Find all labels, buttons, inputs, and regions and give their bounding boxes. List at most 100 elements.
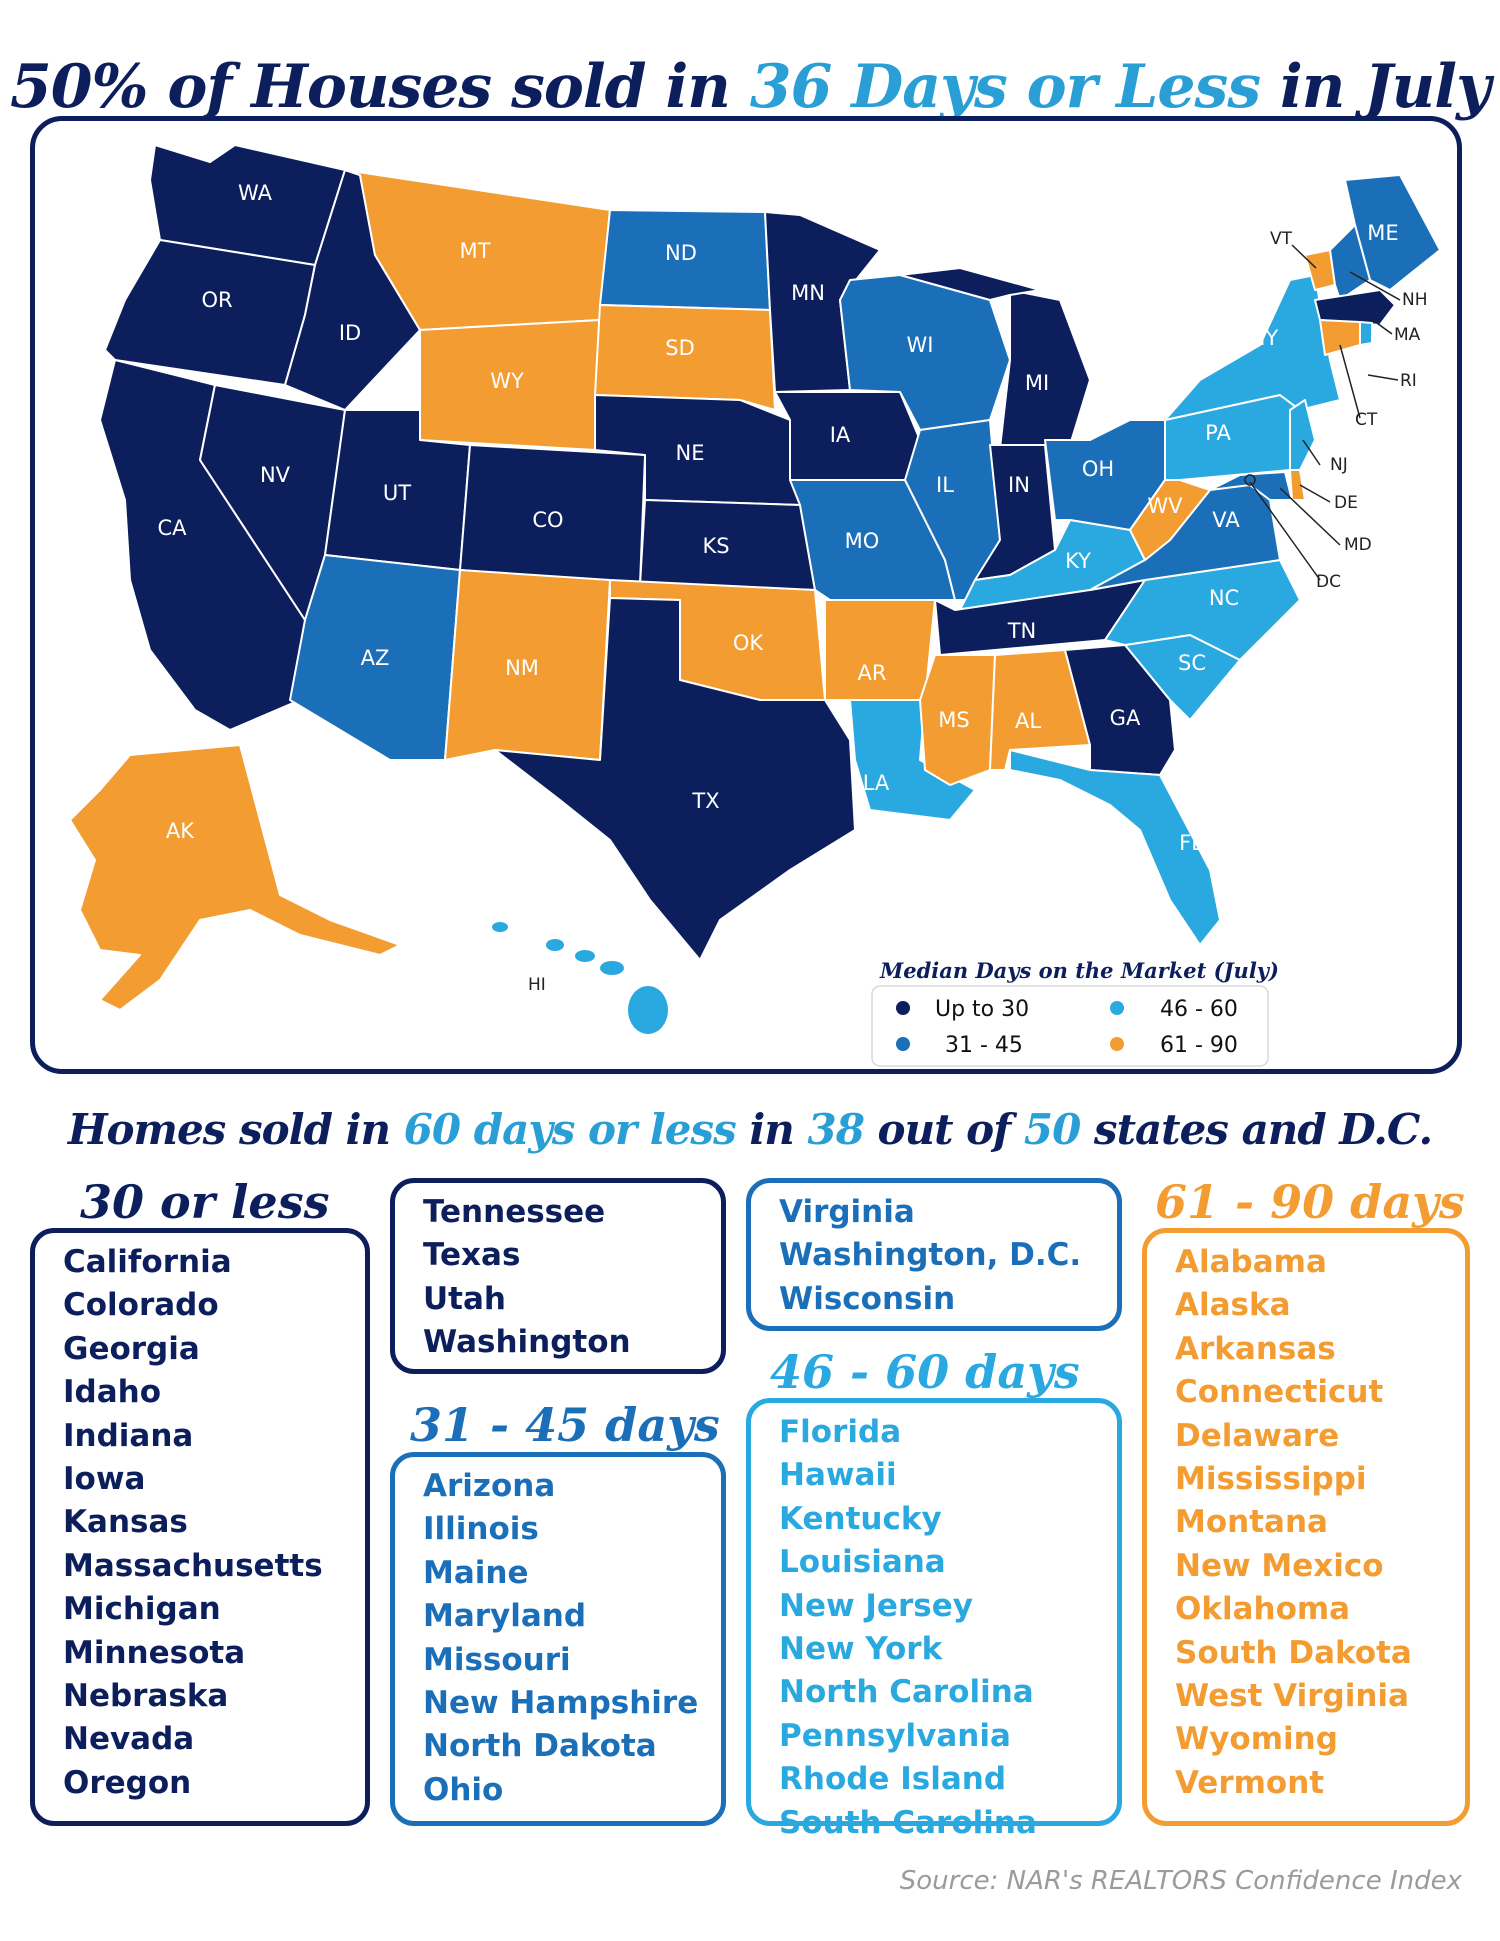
state-SD bbox=[594, 304, 776, 411]
legend-title: Median Days on the Market (July) bbox=[879, 958, 1279, 983]
category-title-61-90: 61 - 90 days bbox=[1155, 1175, 1465, 1229]
state-list-item: Louisiana bbox=[779, 1544, 946, 1581]
state-list-item: Oklahoma bbox=[1175, 1591, 1351, 1628]
state-list-item: West Virginia bbox=[1175, 1678, 1409, 1715]
label-VA: VA bbox=[1212, 508, 1240, 532]
label-WY: WY bbox=[490, 369, 524, 393]
legend-label-46-60: 46 - 60 bbox=[1160, 997, 1238, 1022]
state-list-item: South Carolina bbox=[779, 1804, 1037, 1841]
subtitle-highlight: 38 bbox=[807, 1105, 864, 1154]
subtitle-part: out of bbox=[863, 1105, 1024, 1154]
state-FL bbox=[1009, 749, 1221, 946]
state-list-item: Alabama bbox=[1175, 1244, 1327, 1280]
legend-swatch-61-90 bbox=[1110, 1037, 1124, 1051]
state-list-item: New Hampshire bbox=[423, 1685, 699, 1722]
legend-swatch-up-to-30 bbox=[896, 1001, 910, 1015]
state-MI-upper bbox=[899, 267, 1041, 301]
label-DC: DC bbox=[1316, 572, 1341, 592]
label-IA: IA bbox=[830, 423, 851, 447]
state-list-item: Florida bbox=[779, 1414, 902, 1450]
state-list-item: California bbox=[63, 1244, 232, 1280]
label-MO: MO bbox=[845, 529, 880, 553]
label-CT: CT bbox=[1355, 410, 1378, 430]
label-AL: AL bbox=[1015, 709, 1041, 733]
label-NE: NE bbox=[676, 441, 705, 465]
label-SC: SC bbox=[1178, 651, 1206, 675]
subtitle-highlight: 50 bbox=[1023, 1105, 1081, 1154]
title-part-3: in July bbox=[1260, 52, 1491, 122]
state-MI bbox=[999, 289, 1091, 449]
map-frame bbox=[30, 116, 1462, 1074]
legend-box bbox=[871, 985, 1269, 1067]
state-list-item: Pennsylvania bbox=[779, 1717, 1011, 1754]
label-FL: FL bbox=[1179, 831, 1203, 855]
legend-swatch-31-45 bbox=[896, 1037, 910, 1051]
state-list-item: Colorado bbox=[63, 1287, 219, 1324]
label-IN: IN bbox=[1008, 473, 1030, 497]
subtitle-highlight: 60 days or less bbox=[403, 1105, 737, 1154]
state-list-item: Idaho bbox=[63, 1374, 162, 1411]
state-list-item: Maryland bbox=[423, 1598, 587, 1635]
label-AK: AK bbox=[166, 819, 195, 843]
label-NC: NC bbox=[1209, 586, 1239, 610]
state-list-item: Delaware bbox=[1175, 1417, 1340, 1454]
label-WI: WI bbox=[907, 333, 934, 357]
state-list-item: Michigan bbox=[63, 1591, 221, 1628]
state-list-item: Georgia bbox=[63, 1330, 200, 1367]
state-list-item: Massachusetts bbox=[63, 1547, 323, 1584]
label-RI: RI bbox=[1400, 371, 1417, 391]
label-AZ: AZ bbox=[361, 646, 390, 670]
label-MN: MN bbox=[791, 281, 825, 305]
state-RI bbox=[1359, 321, 1373, 346]
state-list-item: North Dakota bbox=[423, 1728, 657, 1765]
state-list-item: Missouri bbox=[423, 1641, 571, 1678]
map-legend: Median Days on the Market (July) Up to 3… bbox=[871, 958, 1279, 1067]
label-VT: VT bbox=[1270, 229, 1293, 249]
label-AR: AR bbox=[858, 661, 887, 685]
list-box-46-60: Florida Hawaii Kentucky Louisiana New Jersey… bbox=[746, 1398, 1122, 1841]
state-list-item: Vermont bbox=[1175, 1764, 1325, 1801]
legend-label-61-90: 61 - 90 bbox=[1160, 1033, 1238, 1058]
title-highlight: 36 Days or Less bbox=[749, 52, 1261, 122]
label-WV: WV bbox=[1147, 494, 1183, 518]
list-box-30-or-less-continued: Tennessee Texas Utah Washington bbox=[390, 1178, 726, 1374]
subtitle: Homes sold in 60 days or less in 38 out … bbox=[0, 1105, 1500, 1154]
label-TN: TN bbox=[1007, 619, 1037, 643]
state-list-item: Arizona bbox=[423, 1468, 556, 1504]
label-MD: MD bbox=[1344, 535, 1372, 555]
legend-label-up-to-30: Up to 30 bbox=[935, 997, 1029, 1022]
label-NH: NH bbox=[1402, 290, 1428, 310]
legend-swatch-46-60 bbox=[1110, 1001, 1124, 1015]
list-box-30-or-less: California Colorado Georgia Idaho Indiana Iow… bbox=[30, 1228, 370, 1826]
state-list-item: Utah bbox=[423, 1280, 506, 1317]
state-list-item: Texas bbox=[423, 1237, 521, 1274]
us-map: WA OR CA ID NV MT WY UT AZ CO NM ND SD N… bbox=[69, 144, 1441, 1067]
category-title-30-or-less: 30 or less bbox=[80, 1175, 330, 1229]
label-OK: OK bbox=[733, 631, 765, 655]
state-list-item: Indiana bbox=[63, 1417, 194, 1454]
label-CO: CO bbox=[532, 508, 563, 532]
label-NY: NY bbox=[1250, 326, 1279, 350]
label-LA: LA bbox=[863, 771, 890, 795]
state-list-item: Arkansas bbox=[1175, 1330, 1336, 1367]
state-list-item: Tennessee bbox=[423, 1194, 606, 1230]
legend-label-31-45: 31 - 45 bbox=[945, 1033, 1023, 1058]
list-box-31-45-continued: Virginia Washington, D.C. Wisconsin bbox=[746, 1178, 1122, 1331]
label-KS: KS bbox=[702, 534, 729, 558]
source-note: Source: NAR's REALTORS Confidence Index bbox=[899, 1866, 1462, 1896]
label-CA: CA bbox=[157, 516, 187, 540]
state-list-item: New Mexico bbox=[1175, 1547, 1384, 1584]
state-list-item: Iowa bbox=[63, 1461, 146, 1498]
state-list-item: Montana bbox=[1175, 1504, 1328, 1541]
label-WA: WA bbox=[238, 181, 273, 205]
list-box-31-45: Arizona Illinois Maine Maryland Missouri New … bbox=[390, 1452, 726, 1826]
state-list-item: Virginia bbox=[779, 1194, 915, 1230]
state-list-item: Nevada bbox=[63, 1721, 195, 1758]
label-SD: SD bbox=[665, 336, 695, 360]
state-AK bbox=[69, 744, 401, 1011]
label-GA: GA bbox=[1110, 706, 1141, 730]
state-list-item: Alaska bbox=[1175, 1287, 1291, 1324]
state-list-item: Mississippi bbox=[1175, 1461, 1367, 1498]
state-list-item: Maine bbox=[423, 1554, 529, 1591]
state-list-item: Washington, D.C. bbox=[779, 1237, 1082, 1274]
